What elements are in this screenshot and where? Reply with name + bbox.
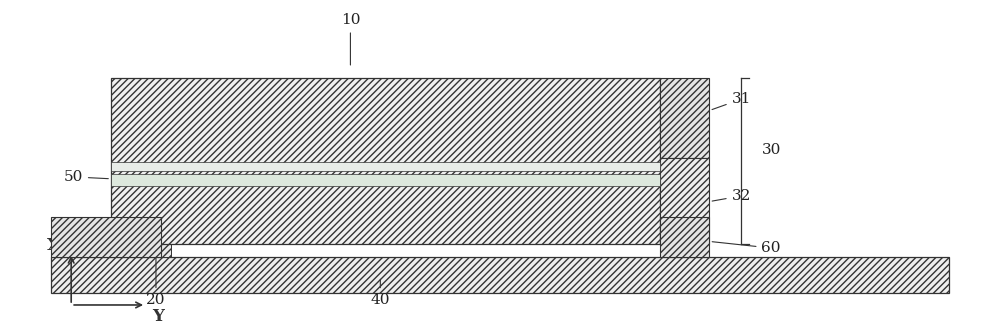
Text: 30: 30	[762, 143, 781, 157]
Bar	[51, 217, 161, 257]
Bar	[111, 174, 660, 187]
Text: 32: 32	[712, 189, 751, 203]
Text: 10: 10	[341, 13, 360, 65]
Text: 60: 60	[712, 241, 781, 255]
Bar	[660, 158, 709, 244]
Bar	[111, 162, 660, 171]
Bar	[660, 78, 709, 158]
Bar	[51, 244, 171, 257]
Text: 20: 20	[146, 257, 166, 307]
Text: X: X	[47, 237, 60, 254]
Text: 40: 40	[371, 279, 390, 307]
Bar	[51, 257, 949, 292]
Text: 31: 31	[712, 92, 751, 110]
Text: 50: 50	[64, 170, 108, 184]
Bar	[660, 217, 709, 257]
Bar	[111, 78, 660, 244]
Text: Y: Y	[152, 308, 164, 325]
